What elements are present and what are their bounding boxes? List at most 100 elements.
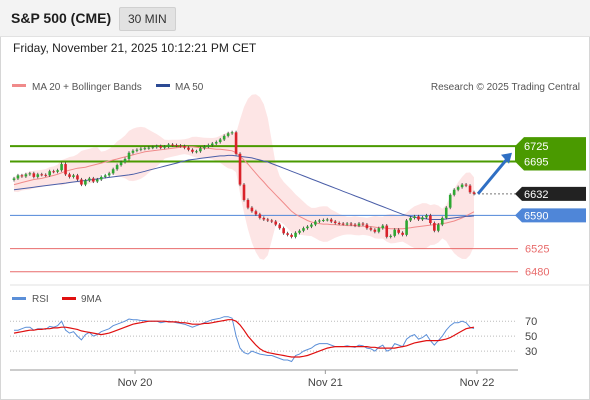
- candle-body: [448, 194, 452, 208]
- candle-body: [28, 173, 32, 175]
- candle-body: [222, 135, 226, 140]
- legend-ma20-label: MA 20 + Bollinger Bands: [32, 82, 142, 93]
- candle-body: [452, 189, 456, 195]
- candle-body: [329, 219, 333, 222]
- resistance-label-6695: 6695: [524, 157, 548, 169]
- level-tags: 6725 6695 6632 6590 6525 6480: [515, 137, 586, 279]
- candle-body: [250, 207, 254, 212]
- candle-body: [278, 224, 281, 229]
- candle-body: [318, 220, 321, 222]
- candle-body: [440, 217, 444, 225]
- candle-body: [444, 207, 448, 218]
- candle-body: [195, 151, 198, 153]
- candle-body: [294, 232, 297, 237]
- candle-body: [286, 233, 289, 235]
- candle-body: [230, 132, 234, 134]
- rsi-tick-30: 30: [525, 346, 537, 358]
- candle-body: [456, 187, 460, 190]
- candle-body: [12, 178, 16, 180]
- candle-body: [167, 144, 170, 147]
- x-axis-ticks: Nov 20 Nov 21 Nov 22: [118, 370, 495, 389]
- support-tag: [515, 208, 586, 223]
- candle-body: [246, 199, 250, 208]
- timeframe-button[interactable]: 30 MIN: [119, 7, 176, 31]
- candle-body: [64, 164, 67, 175]
- candle-body: [95, 179, 99, 182]
- copyright-text: Research © 2025 Trading Central: [431, 82, 580, 93]
- candle-body: [92, 178, 95, 182]
- candle-body: [52, 171, 55, 173]
- candle-body: [385, 225, 389, 237]
- arrow-head: [501, 152, 512, 164]
- candle-body: [325, 219, 329, 221]
- candle-body: [389, 235, 393, 237]
- candle-body: [203, 146, 206, 149]
- support-label-6590: 6590: [524, 210, 548, 222]
- last_price-label-6632: 6632: [524, 189, 548, 201]
- candle-body: [210, 143, 214, 146]
- candle-body: [131, 150, 135, 153]
- candle-body: [242, 184, 246, 200]
- candle-body: [111, 169, 115, 174]
- candle-body: [397, 229, 400, 233]
- instrument-title: S&P 500 (CME): [11, 10, 112, 26]
- target-label-6480: 6480: [525, 267, 549, 279]
- candle-body: [127, 152, 131, 159]
- candle-body: [88, 178, 91, 181]
- candle-body: [191, 149, 194, 152]
- candle-body: [468, 185, 472, 193]
- candle-body: [417, 216, 420, 220]
- candle-body: [139, 148, 143, 150]
- candle-body: [147, 147, 151, 149]
- bollinger-fill: [14, 94, 474, 260]
- candle-body: [40, 174, 44, 176]
- candle-body: [183, 146, 186, 148]
- x-tick-label: Nov 21: [308, 377, 343, 389]
- forecast-arrow: [476, 152, 512, 195]
- legend-9ma-label: 9MA: [81, 294, 102, 305]
- candle-body: [24, 174, 28, 177]
- legend-ma20-swatch: [12, 84, 26, 87]
- x-tick-label: Nov 22: [460, 377, 495, 389]
- bollinger-band: [14, 94, 474, 260]
- candle-body: [401, 232, 404, 235]
- candle-body: [266, 219, 270, 221]
- candle-body: [322, 219, 325, 221]
- arrow-shaft: [476, 156, 510, 195]
- candle-body: [48, 171, 51, 176]
- ma20-line: [13, 146, 475, 230]
- candle-body: [357, 223, 361, 226]
- candle-body: [290, 234, 293, 237]
- legend-rsi-swatch: [12, 297, 26, 300]
- candle-body: [333, 221, 337, 224]
- candle-body: [365, 224, 369, 229]
- candle-body: [413, 216, 416, 218]
- rsi-line: [14, 316, 475, 363]
- candle-body: [16, 175, 20, 179]
- candle-body: [282, 228, 285, 234]
- candle-body: [429, 215, 432, 224]
- candle-body: [115, 165, 119, 170]
- candle-body: [262, 217, 266, 220]
- candle-body: [76, 175, 79, 180]
- candle-body: [433, 223, 436, 231]
- candle-body: [270, 220, 274, 222]
- candle-body: [349, 223, 353, 225]
- candle-body: [226, 133, 230, 136]
- candle-body: [199, 148, 202, 152]
- candle-body: [36, 174, 40, 177]
- candle-body: [218, 139, 222, 143]
- candles: [12, 130, 476, 239]
- candle-body: [369, 228, 373, 230]
- target-label-6525: 6525: [525, 244, 549, 256]
- candle-body: [163, 146, 166, 148]
- candle-body: [306, 226, 309, 229]
- legend-ma50-label: MA 50: [175, 82, 204, 93]
- candle-body: [234, 132, 238, 154]
- candle-body: [107, 173, 111, 176]
- candle-body: [119, 162, 123, 166]
- candle-body: [361, 223, 365, 225]
- candle-body: [381, 225, 385, 229]
- candle-body: [460, 184, 464, 188]
